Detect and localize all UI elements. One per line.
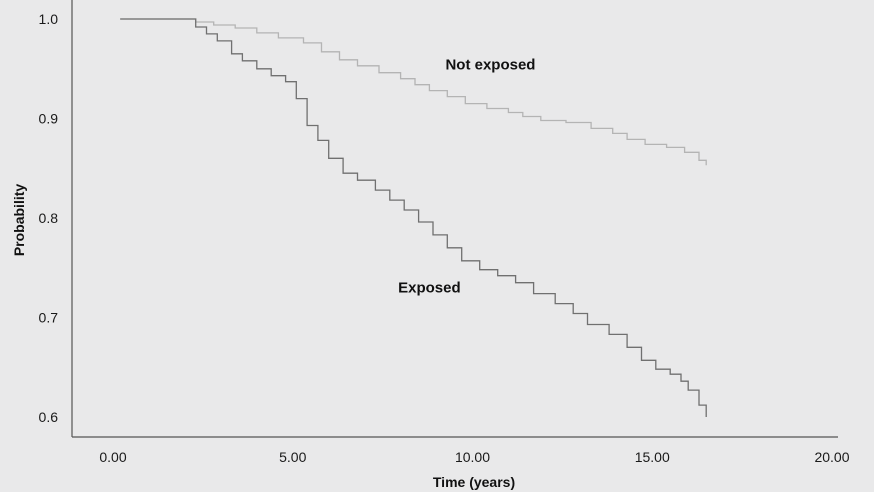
y-tick-label: 0.8 xyxy=(39,210,59,226)
x-tick-label: 10.00 xyxy=(455,449,490,465)
y-tick-label: 0.7 xyxy=(39,310,59,326)
series-layer xyxy=(120,18,707,417)
series-line-exposed xyxy=(120,18,707,417)
y-tick-label: 0.6 xyxy=(39,409,59,425)
x-axis-title: Time (years) xyxy=(433,474,515,490)
series-line-not-exposed xyxy=(120,18,707,166)
y-axis-title: Probability xyxy=(11,184,27,257)
series-label-exposed: Exposed xyxy=(398,280,461,297)
y-tick-label: 1.0 xyxy=(39,11,59,27)
x-tick-label: 20.00 xyxy=(814,449,849,465)
annotation-layer: Not exposed Exposed xyxy=(398,57,535,297)
series-label-not-exposed: Not exposed xyxy=(445,57,535,74)
x-tick-label: 15.00 xyxy=(635,449,670,465)
x-axis: 0.00 5.00 10.00 15.00 20.00 xyxy=(72,436,850,465)
y-tick-label: 0.9 xyxy=(39,111,59,127)
x-tick-label: 0.00 xyxy=(99,449,126,465)
x-tick-label: 5.00 xyxy=(279,449,306,465)
y-axis: 0.6 0.7 0.8 0.9 1.0 xyxy=(39,0,73,437)
